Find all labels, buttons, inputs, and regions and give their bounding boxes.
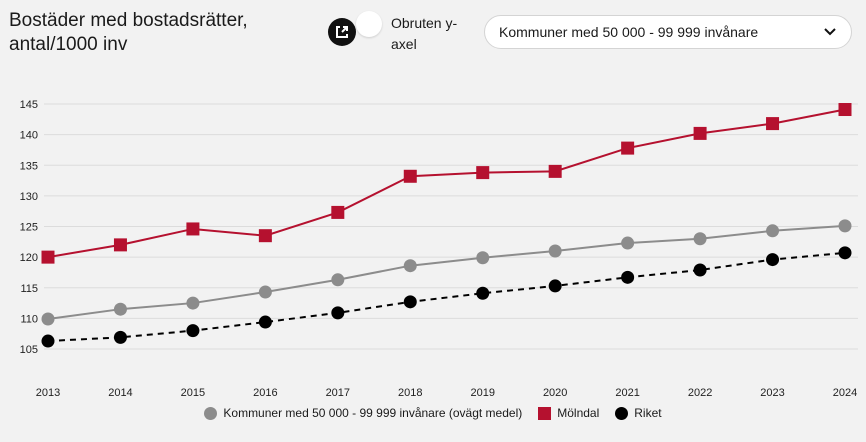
y-tick-label: 120 (20, 252, 38, 264)
x-tick-label: 2021 (615, 387, 639, 399)
x-tick-label: 2020 (543, 387, 567, 399)
data-point-circle (258, 285, 272, 299)
x-tick-label: 2013 (36, 387, 60, 399)
x-tick-label: 2019 (470, 387, 494, 399)
data-point-circle (476, 286, 490, 300)
series-2 (41, 246, 852, 348)
data-point-circle (403, 259, 417, 273)
data-point-square (766, 117, 780, 131)
legend-item[interactable]: Riket (615, 406, 662, 420)
x-axis: 2013 2014 2015 2016 2017 2018 2019 2020 2021 2022… (36, 387, 857, 399)
x-tick-label: 2022 (688, 387, 712, 399)
data-point-circle (476, 251, 490, 265)
data-point-circle (41, 312, 55, 326)
select-value: Kommuner med 50 000 - 99 999 invånare (499, 24, 759, 40)
unbroken-axis-toggle[interactable] (356, 11, 382, 37)
data-point-square (331, 205, 345, 219)
y-tick-label: 125 (20, 222, 38, 234)
data-point-circle (693, 232, 707, 246)
data-point-circle (331, 273, 345, 287)
legend-square-marker (538, 406, 552, 420)
series-layer (41, 103, 852, 348)
series-line (47, 108, 846, 259)
legend-circle-marker (204, 406, 218, 420)
gridlines (44, 103, 858, 350)
y-tick-label: 140 (20, 130, 38, 142)
legend-item[interactable]: Kommuner med 50 000 - 99 999 invånare (o… (204, 406, 522, 420)
y-tick-label: 145 (20, 99, 38, 111)
chart-title: Bostäder med bostadsrätter, antal/1000 i… (9, 10, 248, 55)
data-point-circle (331, 306, 345, 320)
y-axis: 105 110 115 120 125 130 135 140 145 (20, 99, 38, 356)
data-point-circle (403, 295, 417, 309)
series-0 (41, 219, 852, 326)
external-link-icon (336, 26, 348, 38)
data-point-circle (548, 279, 562, 293)
data-point-square (693, 126, 707, 140)
data-point-square (838, 103, 852, 117)
data-point-square (258, 229, 272, 243)
x-tick-label: 2018 (398, 387, 422, 399)
data-point-square (476, 166, 490, 180)
series-1 (41, 103, 852, 264)
data-point-circle (548, 244, 562, 258)
data-point-square (403, 169, 417, 183)
legend-circle-marker (615, 406, 629, 420)
data-point-circle (113, 330, 127, 344)
data-point-circle (258, 315, 272, 329)
y-tick-label: 115 (20, 283, 38, 295)
legend: Kommuner med 50 000 - 99 999 invånare (o… (0, 406, 866, 420)
data-point-circle (113, 302, 127, 316)
data-point-circle (621, 270, 635, 284)
y-tick-label: 110 (20, 313, 38, 325)
toggle-label: Obruten y-axel (391, 15, 458, 52)
series-line (47, 251, 846, 343)
legend-label: Riket (634, 406, 662, 420)
data-point-square (621, 141, 635, 155)
data-point-circle (186, 296, 200, 310)
data-point-square (113, 238, 127, 252)
data-point-circle (621, 236, 635, 250)
x-tick-label: 2015 (181, 387, 205, 399)
data-point-circle (693, 263, 707, 277)
data-point-square (186, 222, 200, 236)
export-button[interactable] (328, 18, 356, 46)
x-tick-label: 2023 (760, 387, 784, 399)
series-line (47, 224, 846, 320)
x-tick-label: 2014 (108, 387, 132, 399)
x-tick-label: 2024 (833, 387, 857, 399)
legend-label: Mölndal (557, 406, 600, 420)
data-point-square (41, 250, 55, 264)
y-tick-label: 130 (20, 191, 38, 203)
comparison-group-select[interactable]: Kommuner med 50 000 - 99 999 invånare (484, 15, 852, 49)
data-point-circle (186, 324, 200, 338)
legend-label: Kommuner med 50 000 - 99 999 invånare (o… (223, 406, 523, 420)
data-point-circle (766, 253, 780, 267)
y-tick-label: 135 (20, 160, 38, 172)
data-point-circle (766, 224, 780, 238)
data-point-circle (41, 334, 55, 348)
data-point-circle (838, 219, 852, 233)
data-point-circle (838, 246, 852, 260)
x-tick-label: 2016 (253, 387, 277, 399)
y-tick-label: 105 (20, 344, 38, 356)
x-tick-label: 2017 (326, 387, 350, 399)
chevron-down-icon (823, 27, 837, 37)
data-point-square (548, 164, 562, 178)
legend-item[interactable]: Mölndal (538, 406, 599, 420)
